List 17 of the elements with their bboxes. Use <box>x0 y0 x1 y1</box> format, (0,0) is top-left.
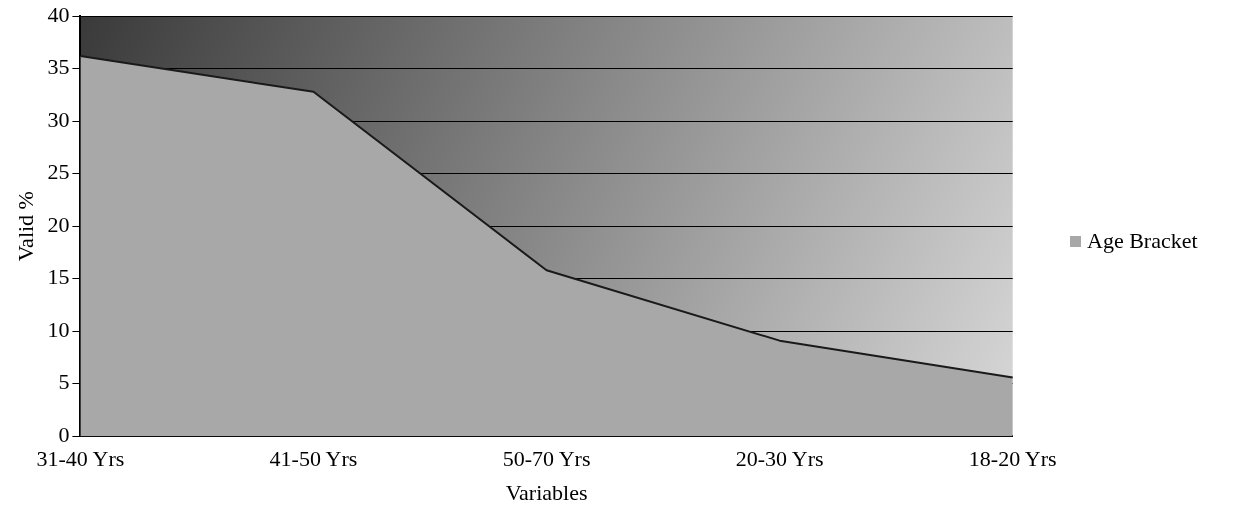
y-tick-label: 5 <box>58 369 70 395</box>
legend-label: Age Bracket <box>1087 228 1198 254</box>
y-tick-label: 25 <box>47 159 70 185</box>
y-tick-label: 35 <box>47 54 70 80</box>
y-tick-label: 40 <box>47 1 70 27</box>
x-tick-label: 41-50 Yrs <box>269 446 358 472</box>
x-tick-label: 18-20 Yrs <box>968 446 1057 472</box>
x-axis-title: Variables <box>505 479 588 505</box>
y-tick-label: 15 <box>47 264 70 290</box>
y-tick-label: 20 <box>47 211 70 237</box>
y-tick-label: 0 <box>58 421 70 447</box>
x-tick-label: 50-70 Yrs <box>502 446 591 472</box>
y-tick-label: 30 <box>47 106 70 132</box>
y-axis-title: Valid % <box>12 191 38 262</box>
x-tick-label: 31-40 Yrs <box>36 446 125 472</box>
y-tick-label: 10 <box>47 316 70 342</box>
x-tick-label: 20-30 Yrs <box>735 446 824 472</box>
